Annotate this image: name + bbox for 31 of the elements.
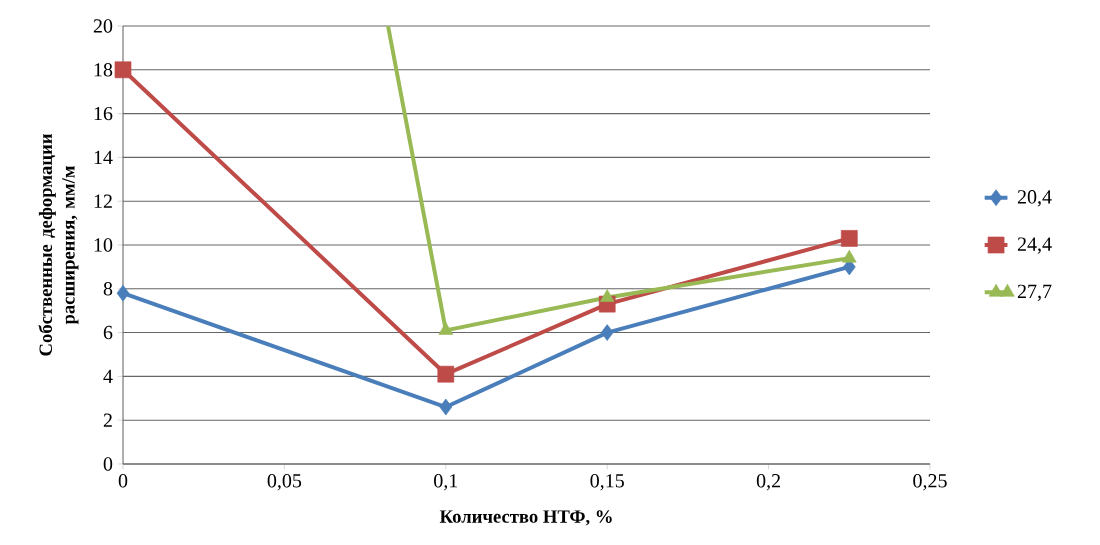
point (116, 284, 130, 302)
y-tick-label: 10 (94, 238, 113, 252)
x-tick-label: 0,2 (756, 474, 780, 491)
point (438, 322, 454, 335)
point (437, 365, 455, 383)
legend-label: 24,4 (1017, 237, 1052, 254)
y-tick-label: 2 (103, 413, 112, 427)
point (842, 249, 857, 263)
x-tick-label: 0,15 (590, 474, 624, 491)
y-tick-label: 12 (94, 194, 112, 208)
point (114, 61, 132, 79)
y-tick-label: 16 (94, 106, 113, 121)
x-tick-label: 0 (118, 474, 128, 488)
x-tick-label: 0,05 (267, 474, 302, 491)
x-tick-label: 0,25 (913, 474, 947, 491)
y-tick-label: 4 (103, 369, 113, 383)
y-tick-label: 20 (93, 19, 113, 33)
y-tick-label: 0 (103, 457, 113, 471)
y-tick-label: 6 (103, 325, 113, 340)
x-axis-title: Количество НТФ, % (439, 510, 612, 526)
y-tick-label: 18 (94, 63, 113, 77)
x-tick-label: 0,1 (434, 474, 458, 491)
y-tick-label: 14 (94, 150, 113, 164)
y-axis-title: Собственные деформации расширения, мм/м (38, 133, 79, 356)
point (600, 324, 614, 341)
legend-label: 27,7 (1017, 284, 1052, 301)
point (599, 289, 615, 302)
point (439, 398, 453, 416)
point (840, 230, 858, 247)
y-tick-label: 8 (103, 282, 113, 296)
legend-label: 20,4 (1017, 190, 1052, 207)
